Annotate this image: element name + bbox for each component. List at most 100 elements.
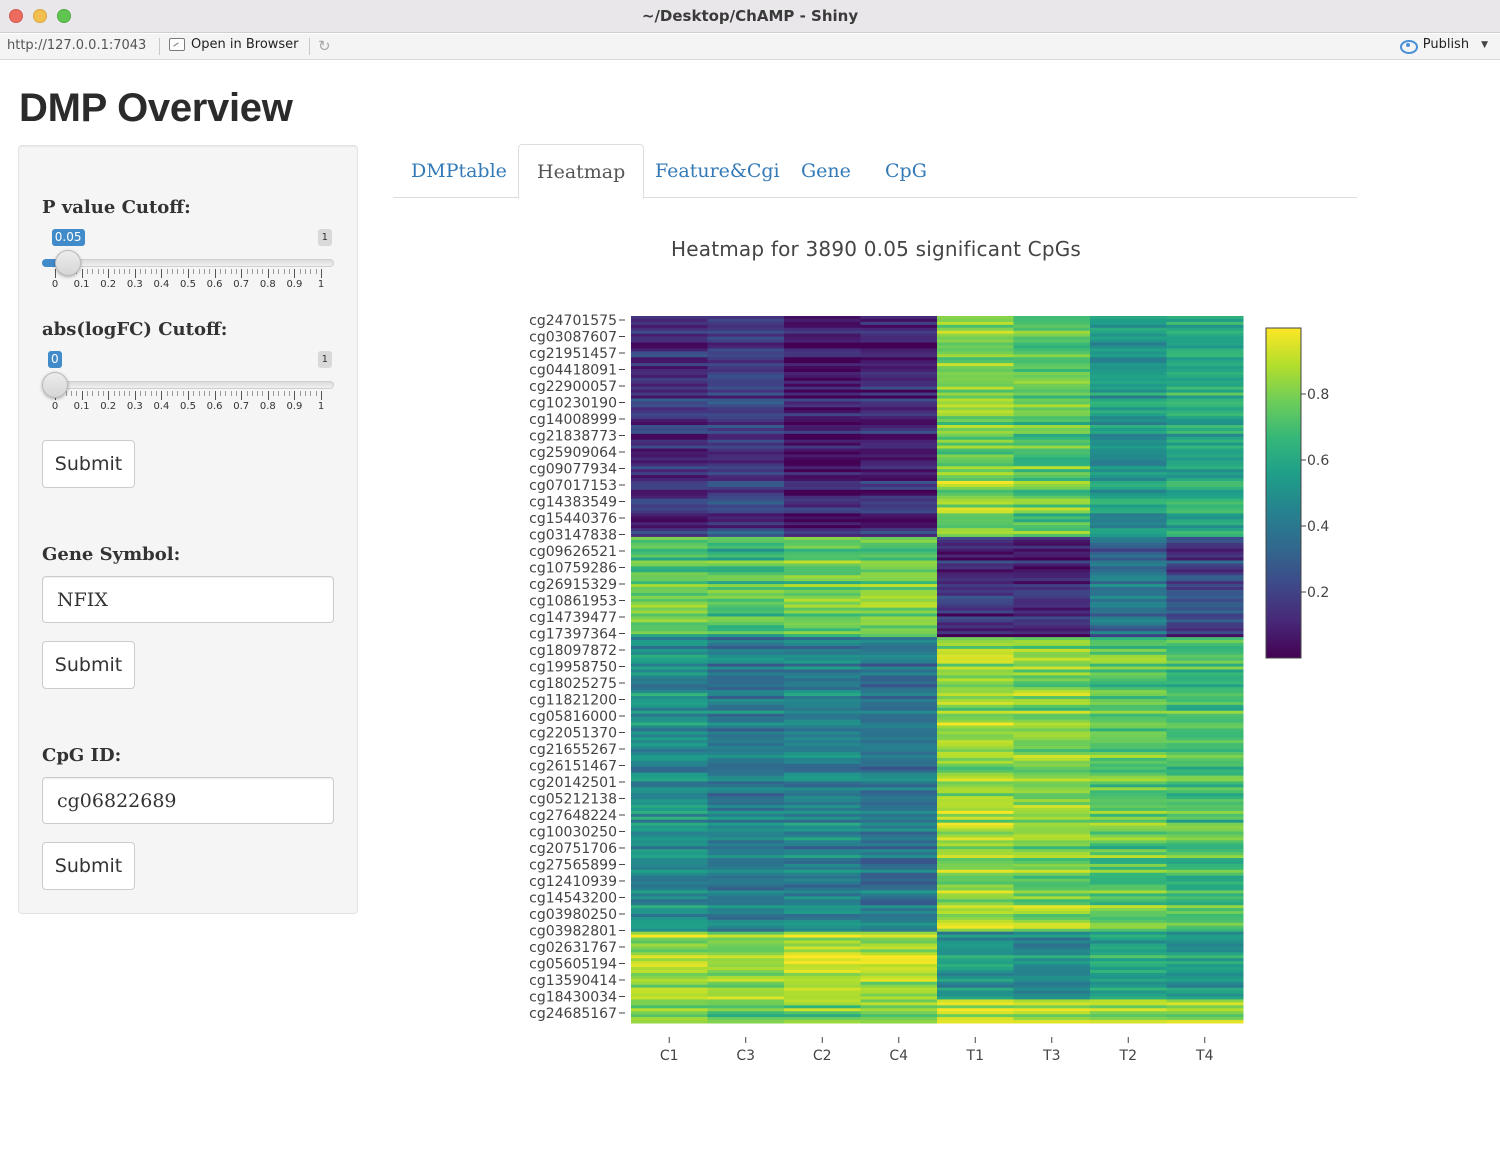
heatmap-cell	[1013, 545, 1091, 550]
heatmap-cell	[1013, 601, 1091, 606]
heatmap-cell	[707, 919, 785, 924]
heatmap-cell	[631, 587, 708, 591]
tab-gene[interactable]: Gene	[801, 160, 851, 182]
heatmap-cell	[937, 486, 1014, 491]
heatmap-cell	[860, 778, 938, 782]
heatmap-cell	[1013, 327, 1091, 332]
heatmap-cell	[784, 651, 861, 656]
heatmap-cell	[707, 578, 785, 582]
cpg-submit-button[interactable]: Submit	[42, 842, 135, 890]
heatmap-cell	[631, 613, 708, 617]
heatmap-cell	[631, 354, 708, 358]
heatmap-cell	[1090, 392, 1167, 397]
heatmap-cell	[1166, 330, 1244, 335]
heatmap-cell	[1013, 772, 1091, 777]
heatmap-cell	[860, 987, 938, 992]
heatmap-cell	[784, 492, 861, 497]
minimize-window-button[interactable]	[33, 9, 47, 23]
heatmap-cell	[1166, 669, 1244, 673]
slider-handle[interactable]	[42, 372, 68, 398]
heatmap-cell	[937, 342, 1014, 346]
tab-cpg[interactable]: CpG	[885, 160, 927, 182]
slider-tick	[321, 391, 322, 400]
heatmap-cell	[1090, 448, 1167, 453]
heatmap-cell	[784, 734, 861, 738]
heatmap-cell	[1166, 545, 1244, 550]
heatmap-cell	[860, 478, 938, 482]
slider-tick	[97, 391, 99, 396]
gene-symbol-input[interactable]	[42, 576, 334, 623]
heatmap-cell	[1166, 483, 1244, 488]
heatmap-cell	[1013, 843, 1091, 847]
heatmap-cell	[937, 978, 1014, 983]
heatmap-cell	[784, 681, 861, 685]
heatmap-cell	[1013, 483, 1091, 488]
heatmap-cell	[631, 781, 708, 785]
heatmap-row-label: cg03982801	[529, 923, 617, 939]
maximize-window-button[interactable]	[57, 9, 71, 23]
heatmap-cell	[784, 422, 861, 426]
heatmap-cell	[784, 413, 861, 417]
slider-tick	[262, 391, 264, 396]
heatmap-cell	[860, 542, 938, 547]
heatmap-cell	[784, 902, 861, 906]
gene-submit-button[interactable]: Submit	[42, 641, 135, 689]
heatmap-cell	[860, 601, 938, 606]
heatmap-cell	[860, 763, 938, 768]
heatmap-cell	[937, 572, 1014, 576]
heatmap-cell	[784, 366, 861, 370]
heatmap-row-label: cg05816000	[529, 709, 617, 725]
slider-tick	[315, 269, 317, 274]
pvalue-cutoff-slider[interactable]: 0.05 1 0 0.1 0.2 0.3 0.4 0.5 0.6 0.7 0.8 0.9 1	[42, 229, 334, 299]
heatmap-cell	[860, 701, 938, 706]
heatmap-cell	[631, 369, 708, 373]
heatmap-cell	[707, 510, 785, 514]
heatmap-cell	[860, 852, 938, 856]
heatmap-cell	[631, 1011, 708, 1015]
heatmap-cell	[1090, 760, 1167, 765]
heatmap-cell	[631, 675, 708, 679]
heatmap-cell	[1013, 766, 1091, 771]
cpg-id-input[interactable]	[42, 777, 334, 824]
heatmap-cell	[1166, 439, 1244, 444]
heatmap-cell	[860, 480, 938, 485]
heatmap-cell	[937, 816, 1014, 821]
heatmap-cell	[1013, 598, 1091, 603]
open-in-browser-button[interactable]: Open in Browser	[169, 37, 299, 52]
heatmap-cell	[631, 928, 708, 933]
heatmap-cell	[1090, 749, 1167, 753]
heatmap-cell	[784, 628, 861, 632]
cutoff-submit-button[interactable]: Submit	[42, 440, 135, 488]
refresh-icon[interactable]: ↻	[318, 37, 331, 55]
heatmap-row-label: cg21838773	[529, 428, 617, 444]
tab-dmptable[interactable]: DMPtable	[411, 160, 507, 182]
heatmap-cell	[707, 427, 785, 432]
heatmap-cell	[707, 386, 785, 391]
heatmap-cell	[1013, 389, 1091, 394]
heatmap-cell	[1090, 919, 1167, 924]
publish-button[interactable]: Publish ▼	[1399, 37, 1488, 54]
heatmap-chart[interactable]: cg24701575cg03087607cg21951457cg04418091…	[500, 300, 1340, 1070]
heatmap-col-label: C3	[736, 1048, 755, 1064]
heatmap-cell	[937, 595, 1014, 600]
colorbar-tick-label: 0.6	[1307, 453, 1329, 469]
chevron-down-icon[interactable]: ▼	[1481, 39, 1488, 50]
slider-handle[interactable]	[55, 250, 82, 276]
heatmap-cell	[784, 866, 861, 871]
heatmap-cell	[860, 407, 938, 411]
heatmap-cell	[707, 539, 785, 544]
heatmap-cell	[631, 324, 708, 329]
heatmap-cell	[631, 578, 708, 582]
heatmap-cell	[860, 457, 938, 461]
tab-heatmap[interactable]: Heatmap	[518, 144, 645, 199]
heatmap-cell	[707, 404, 785, 408]
tab-feature-cgi[interactable]: Feature&Cgi	[655, 160, 780, 182]
logfc-cutoff-slider[interactable]: 0 1 0 0.1 0.2 0.3 0.4 0.5 0.6 0.7 0.8 0.9 1	[42, 351, 334, 421]
slider-track[interactable]	[42, 381, 334, 389]
heatmap-cell	[784, 480, 861, 485]
heatmap-cell	[1090, 958, 1167, 962]
close-window-button[interactable]	[9, 9, 23, 23]
heatmap-cell	[784, 831, 861, 835]
slider-track[interactable]	[42, 259, 334, 267]
heatmap-cell	[1090, 852, 1167, 856]
